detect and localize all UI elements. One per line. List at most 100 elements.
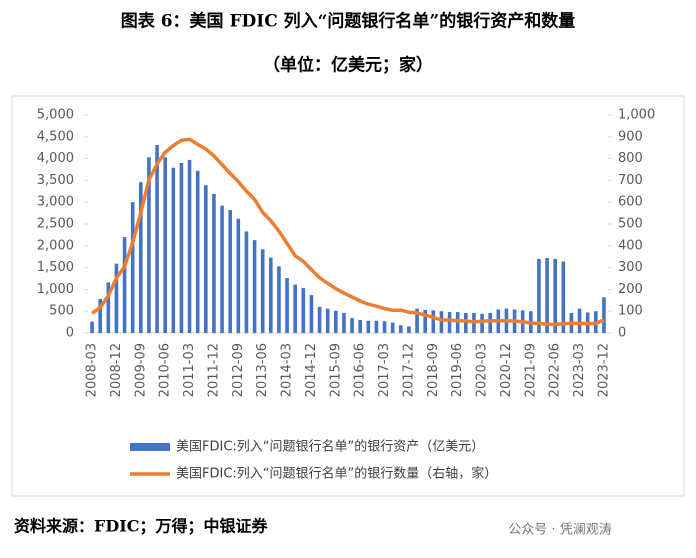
bar bbox=[309, 295, 314, 333]
bar bbox=[407, 326, 411, 333]
x-tick-label: 2017-12 bbox=[401, 343, 416, 397]
legend-label: 美国FDIC:列入“问题银行名单”的银行资产（亿美元） bbox=[176, 439, 484, 455]
bar bbox=[439, 311, 444, 333]
bar bbox=[431, 310, 436, 333]
x-tick-label: 2009-09 bbox=[133, 343, 148, 397]
y-tick-label: 5,000 bbox=[37, 108, 74, 123]
x-tick-label: 2014-03 bbox=[280, 343, 295, 397]
bar bbox=[325, 308, 330, 333]
x-tick-label: 2014-12 bbox=[304, 343, 319, 397]
bar bbox=[488, 312, 492, 333]
x-tick-label: 2023-12 bbox=[596, 343, 611, 397]
bar bbox=[195, 170, 200, 333]
bar bbox=[577, 308, 582, 333]
x-tick-label: 2021-09 bbox=[523, 343, 538, 397]
x-tick-label: 2011-03 bbox=[182, 343, 197, 397]
bar bbox=[139, 182, 143, 333]
y-tick-label: 1,500 bbox=[37, 260, 74, 275]
bar bbox=[447, 312, 452, 333]
bar bbox=[561, 261, 566, 333]
bar bbox=[382, 321, 387, 333]
x-tick-label: 2022-06 bbox=[548, 343, 563, 397]
bar bbox=[155, 145, 159, 333]
bar bbox=[244, 231, 249, 333]
bar bbox=[317, 306, 322, 333]
x-tick-label: 2008-12 bbox=[109, 343, 124, 397]
line bbox=[91, 137, 605, 327]
bar bbox=[171, 167, 176, 333]
chart-subtitle: （单位：亿美元；家） bbox=[263, 55, 433, 76]
bar bbox=[122, 237, 127, 333]
y-tick-label: 1,000 bbox=[37, 282, 74, 297]
x-tick-label: 2015-09 bbox=[328, 343, 343, 397]
y2-tick-label: 900 bbox=[618, 129, 643, 144]
y2-tick-label: 0 bbox=[618, 326, 626, 341]
chart-frame bbox=[11, 95, 685, 497]
legend-label: 美国FDIC:列入“问题银行名单”的银行数量（右轴，家） bbox=[176, 466, 497, 482]
bar bbox=[212, 193, 216, 333]
x-tick-label: 2017-03 bbox=[377, 343, 392, 397]
y2-tick-label: 100 bbox=[618, 304, 643, 319]
bar bbox=[374, 320, 379, 333]
bar bbox=[204, 185, 208, 333]
x-tick-label: 2008-03 bbox=[85, 343, 100, 397]
bar bbox=[90, 321, 94, 333]
bar bbox=[236, 218, 241, 333]
x-tick-label: 2019-06 bbox=[450, 343, 465, 397]
y-tick-label: 2,500 bbox=[37, 217, 74, 232]
y2-tick-label: 700 bbox=[618, 173, 643, 188]
bar bbox=[269, 257, 273, 333]
x-tick-label: 2011-12 bbox=[206, 343, 221, 397]
watermark: 公众号 · 凭澜观涛 bbox=[508, 522, 611, 538]
bar bbox=[553, 258, 557, 333]
y2-tick-label: 300 bbox=[618, 260, 643, 275]
bar bbox=[415, 308, 419, 333]
bar bbox=[480, 313, 484, 333]
legend-swatch bbox=[130, 443, 170, 451]
bar bbox=[252, 240, 257, 333]
y-tick-label: 500 bbox=[49, 304, 74, 319]
bar bbox=[350, 318, 354, 333]
x-tick-label: 2018-09 bbox=[426, 343, 441, 397]
bar bbox=[366, 320, 371, 333]
x-tick-label: 2023-03 bbox=[572, 343, 587, 397]
y2-tick-label: 800 bbox=[618, 151, 643, 166]
bar bbox=[334, 310, 338, 333]
bar bbox=[147, 157, 151, 333]
bar bbox=[260, 249, 265, 333]
y-tick-label: 3,500 bbox=[37, 173, 74, 188]
y2-tick-label: 500 bbox=[618, 217, 643, 232]
bar bbox=[228, 210, 232, 333]
bar bbox=[423, 309, 427, 333]
bar bbox=[98, 298, 102, 333]
chart-title: 图表 6：美国 FDIC 列入“问题银行名单”的银行资产和数量 bbox=[121, 11, 575, 32]
bar bbox=[220, 205, 224, 333]
source: 资料来源：FDIC；万得；中银证券 bbox=[14, 517, 268, 536]
y-tick-label: 0 bbox=[66, 326, 74, 341]
bar bbox=[537, 258, 541, 333]
x-tick-label: 2020-03 bbox=[475, 343, 490, 397]
bar bbox=[342, 312, 346, 333]
y2-tick-label: 200 bbox=[618, 282, 643, 297]
y2-tick-label: 1,000 bbox=[618, 108, 655, 123]
bar bbox=[602, 297, 606, 333]
bar bbox=[358, 319, 362, 333]
bar bbox=[399, 325, 403, 333]
x-tick-label: 2012-09 bbox=[231, 343, 246, 397]
bar bbox=[187, 159, 192, 333]
bar bbox=[114, 263, 119, 333]
y-tick-label: 4,000 bbox=[37, 151, 74, 166]
y-tick-label: 2,000 bbox=[37, 238, 74, 253]
bar bbox=[390, 322, 395, 333]
bar bbox=[163, 157, 167, 333]
bar bbox=[179, 162, 184, 333]
x-tick-label: 2020-12 bbox=[499, 343, 514, 397]
x-tick-label: 2013-06 bbox=[255, 343, 270, 397]
y2-tick-label: 600 bbox=[618, 195, 643, 210]
x-tick-label: 2010-06 bbox=[158, 343, 173, 397]
bar bbox=[293, 284, 297, 333]
bar bbox=[545, 258, 549, 333]
bar bbox=[285, 278, 289, 333]
bar bbox=[106, 282, 111, 333]
